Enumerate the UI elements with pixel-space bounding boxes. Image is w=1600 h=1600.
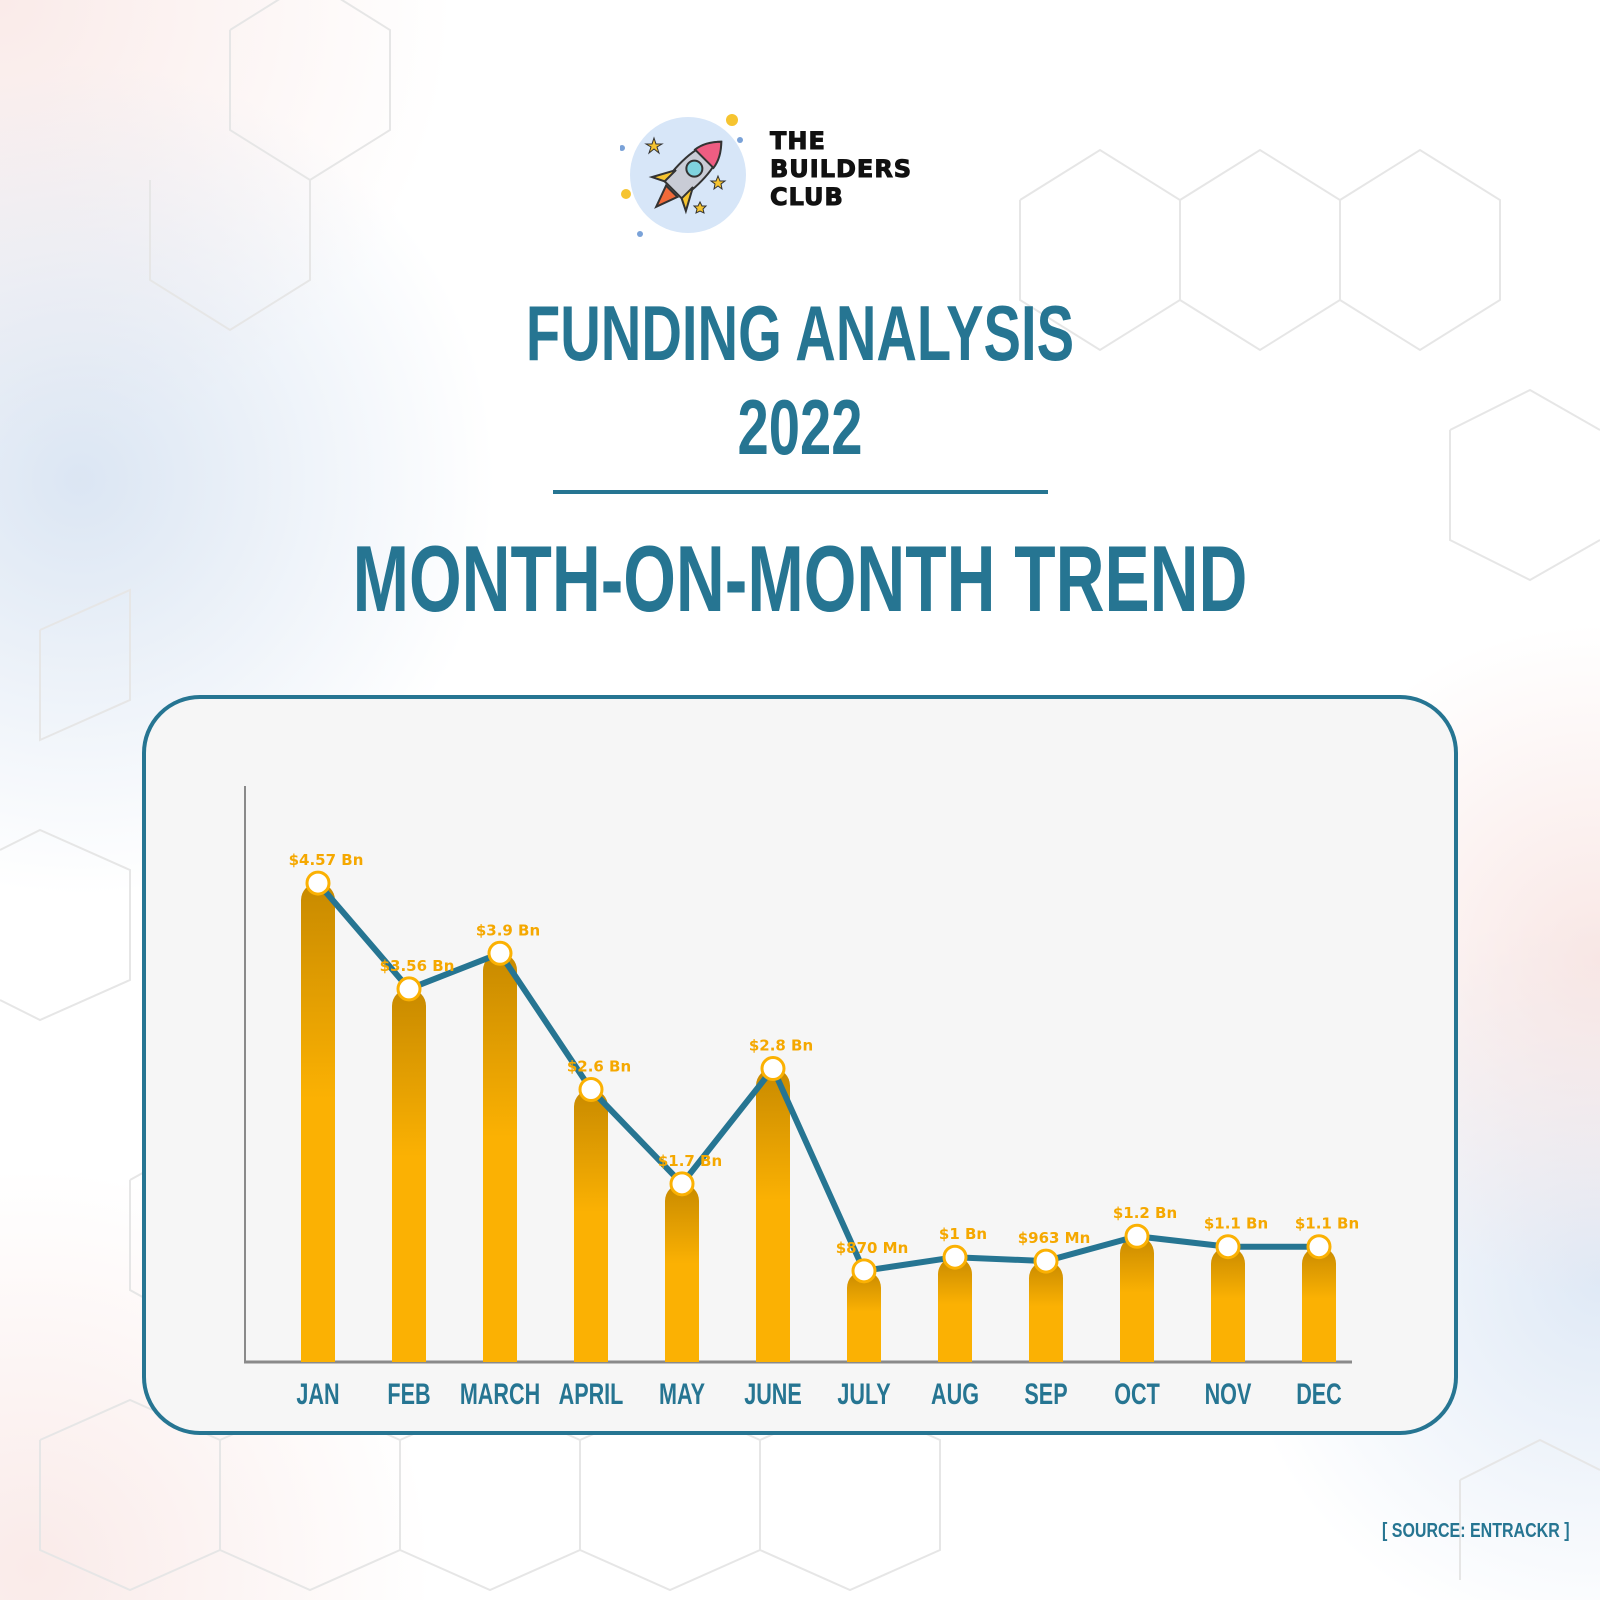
page-title: FUNDING ANALYSIS — [525, 289, 1075, 377]
x-tick-april: APRIL — [559, 1376, 624, 1410]
x-tick-march: MARCH — [460, 1376, 540, 1410]
bar-base-june — [756, 1332, 790, 1362]
point-jan — [305, 870, 331, 896]
bar-march — [483, 953, 517, 1362]
data-label-july: $870 Mn — [836, 1239, 909, 1257]
point-feb — [396, 976, 422, 1002]
point-sep — [1033, 1248, 1059, 1274]
x-tick-sep: SEP — [1024, 1376, 1067, 1410]
brand-line-1: THE — [769, 127, 826, 156]
data-label-aug: $1 Bn — [939, 1225, 987, 1243]
bar-june — [756, 1068, 790, 1362]
data-label-oct: $1.2 Bn — [1113, 1204, 1177, 1222]
point-oct — [1124, 1223, 1150, 1249]
data-label-june: $2.8 Bn — [749, 1037, 813, 1055]
bar-feb — [392, 988, 426, 1362]
point-may — [669, 1171, 695, 1197]
bar-base-may — [665, 1332, 699, 1362]
data-label-may: $1.7 Bn — [658, 1152, 722, 1170]
bar-base-sep — [1029, 1332, 1063, 1362]
page-subtitle: MONTH-ON-MONTH TREND — [352, 526, 1248, 631]
bar-base-march — [483, 1332, 517, 1362]
bar-base-dec — [1302, 1332, 1336, 1362]
bar-may — [665, 1183, 699, 1362]
data-label-nov: $1.1 Bn — [1204, 1215, 1268, 1233]
brand-logo: THE BUILDERS CLUB — [620, 110, 980, 240]
point-march — [487, 940, 513, 966]
data-label-sep: $963 Mn — [1018, 1229, 1091, 1247]
data-label-march: $3.9 Bn — [476, 921, 540, 939]
title-divider — [553, 490, 1048, 494]
point-april — [578, 1077, 604, 1103]
x-tick-nov: NOV — [1205, 1376, 1252, 1410]
brand-name: THE BUILDERS CLUB — [769, 127, 913, 212]
bar-jan — [301, 883, 335, 1362]
point-dec — [1306, 1234, 1332, 1260]
point-july — [851, 1258, 877, 1284]
bar-base-april — [574, 1332, 608, 1362]
brand-line-2: BUILDERS — [769, 155, 913, 184]
x-tick-feb: FEB — [387, 1376, 430, 1410]
source-note: [ SOURCE: ENTRACKR ] — [1382, 1520, 1570, 1542]
bar-base-oct — [1120, 1332, 1154, 1362]
data-label-feb: $3.56 Bn — [380, 957, 455, 975]
brand-line-3: CLUB — [769, 183, 844, 212]
data-label-jan: $4.57 Bn — [289, 851, 364, 869]
x-tick-june: JUNE — [744, 1376, 802, 1410]
bar-april — [574, 1089, 608, 1362]
point-nov — [1215, 1234, 1241, 1260]
rocket-icon — [620, 114, 746, 237]
x-tick-july: JULY — [837, 1376, 890, 1410]
bar-base-feb — [392, 1332, 426, 1362]
x-tick-dec: DEC — [1296, 1376, 1342, 1410]
x-tick-may: MAY — [659, 1376, 705, 1410]
bar-base-july — [847, 1332, 881, 1362]
point-june — [760, 1056, 786, 1082]
bar-base-jan — [301, 1332, 335, 1362]
data-label-dec: $1.1 Bn — [1295, 1215, 1359, 1233]
trend-line — [315, 881, 1319, 1274]
x-tick-oct: OCT — [1114, 1376, 1160, 1410]
bar-base-nov — [1211, 1332, 1245, 1362]
x-tick-aug: AUG — [931, 1376, 979, 1410]
point-aug — [942, 1244, 968, 1270]
data-label-april: $2.6 Bn — [567, 1058, 631, 1076]
bar-oct — [1120, 1236, 1154, 1362]
x-tick-jan: JAN — [296, 1376, 339, 1410]
bar-base-aug — [938, 1332, 972, 1362]
page-title-year: 2022 — [737, 383, 863, 471]
